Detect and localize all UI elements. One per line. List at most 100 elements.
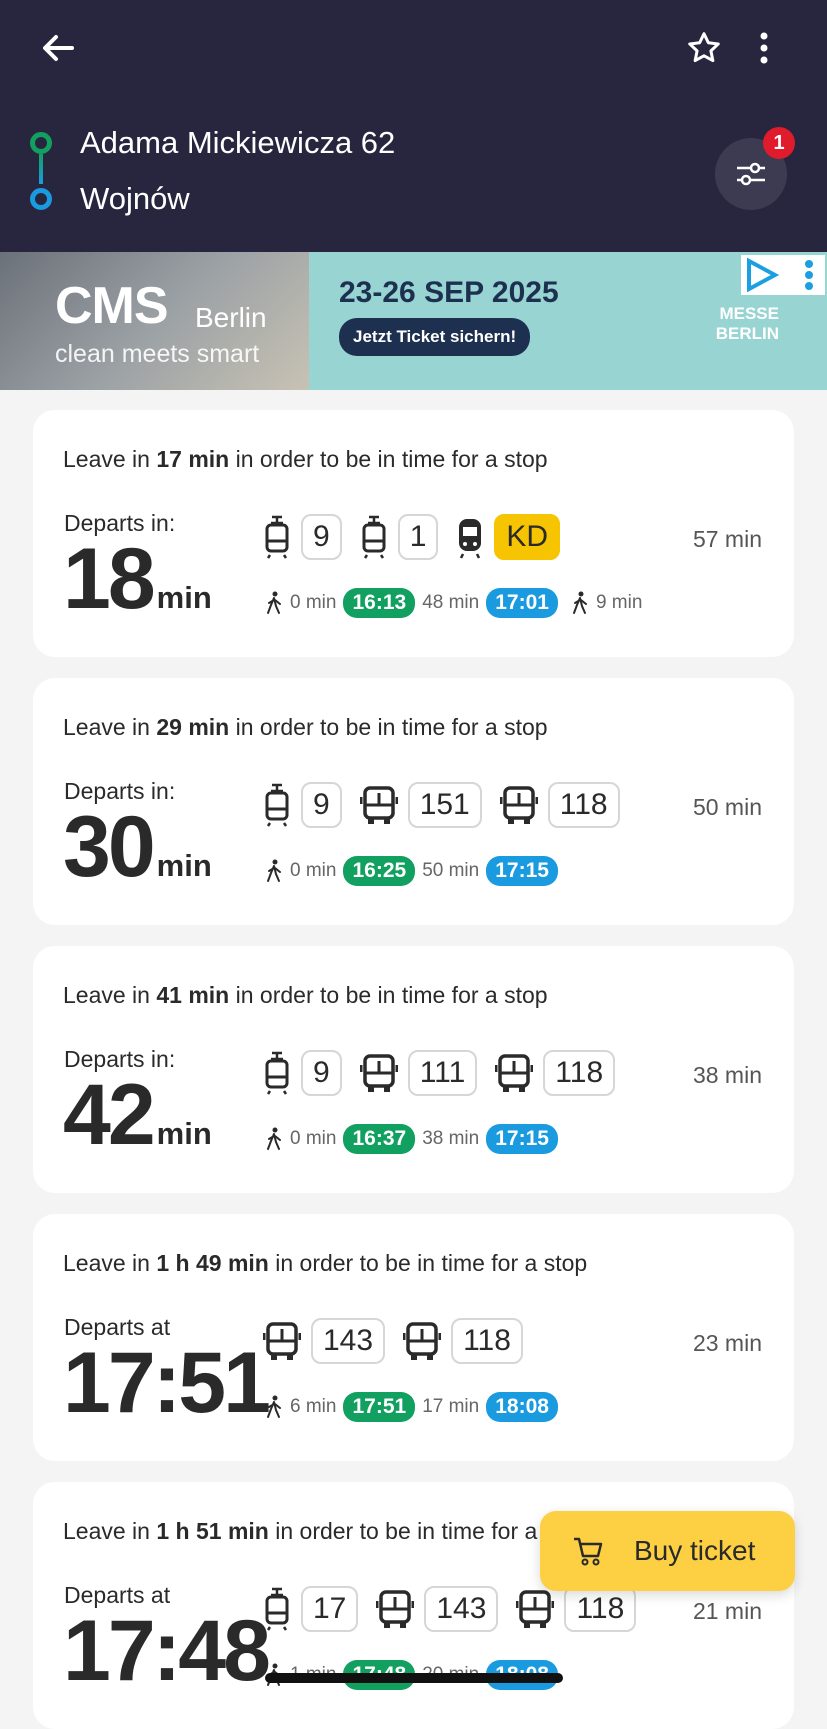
- ride-duration: 38 min: [422, 1128, 480, 1149]
- walk-end: 9 min: [595, 592, 643, 613]
- line-badge: 1: [397, 514, 439, 560]
- leave-suffix: in order to be in time for a stop: [235, 982, 548, 1008]
- route-line: [39, 154, 43, 184]
- line-badge: 118: [543, 1050, 616, 1096]
- departs-label: Departs in:: [64, 778, 176, 804]
- leave-suffix: in order to be in time for a stop: [235, 714, 548, 740]
- train-icon: [456, 515, 484, 559]
- line-badge: 118: [547, 782, 620, 828]
- depart-time: 16:37: [343, 1124, 416, 1154]
- leave-value: 1 h 49 min: [156, 1250, 269, 1276]
- connection-card[interactable]: Leave in 41 min in order to be in time f…: [33, 946, 794, 1193]
- tram-icon: [360, 515, 388, 559]
- buy-ticket-label: Buy ticket: [634, 1535, 756, 1566]
- origin-dot-icon: [30, 132, 52, 154]
- walk-icon: [265, 1395, 283, 1419]
- arrive-time: 17:15: [486, 856, 558, 886]
- ad-dates: 23-26 SEP 2025: [339, 276, 559, 309]
- leave-value: 29 min: [156, 714, 230, 740]
- walk-icon: [265, 591, 283, 615]
- bus-icon: [263, 1321, 301, 1361]
- departs-label: Departs in:: [64, 1046, 176, 1072]
- ad-sponsor: MESSE BERLIN: [715, 304, 779, 343]
- departs-unit: min: [156, 580, 212, 615]
- walk-start: 6 min: [290, 1396, 337, 1417]
- walk-icon: [265, 1127, 283, 1151]
- leave-prefix: Leave in: [63, 982, 150, 1008]
- ride-duration: 50 min: [422, 860, 480, 881]
- ad-choices[interactable]: [741, 255, 825, 295]
- tram-icon: [263, 783, 291, 827]
- depart-time: 16:13: [343, 588, 416, 618]
- star-icon[interactable]: [686, 30, 722, 66]
- cart-icon: [574, 1537, 603, 1566]
- departs-label: Departs in:: [64, 510, 176, 536]
- tram-icon: [263, 1051, 291, 1095]
- walk-start: 0 min: [290, 1128, 337, 1149]
- timeline: 0 min 16:13 48 min 17:01 9 min: [265, 588, 642, 618]
- arrive-time: 18:08: [486, 1392, 558, 1422]
- legs: 17 143 118: [263, 1586, 644, 1632]
- bus-icon: [376, 1589, 415, 1629]
- ad-tagline: clean meets smart: [55, 340, 260, 368]
- ad-content: 23-26 SEP 2025 Jetzt Ticket sichern! MES…: [309, 252, 827, 390]
- departs-value: 17:51: [63, 1340, 272, 1426]
- connection-card[interactable]: Leave in 1 h 49 min in order to be in ti…: [33, 1214, 794, 1461]
- destination-dot-icon: [30, 188, 52, 210]
- header: Adama Mickiewicza 62 Wojnów 1: [0, 0, 827, 252]
- filter-count-badge: 1: [763, 127, 795, 159]
- departs-number: 17:48: [63, 1603, 271, 1699]
- depart-time: 17:51: [343, 1392, 416, 1422]
- ad-cta[interactable]: Jetzt Ticket sichern!: [339, 318, 531, 356]
- departs-value: 30 min: [63, 804, 212, 890]
- home-indicator[interactable]: [265, 1673, 563, 1683]
- leave-prefix: Leave in: [63, 714, 150, 740]
- timeline: 0 min 16:25 50 min 17:15: [265, 856, 558, 886]
- tram-icon: [263, 515, 291, 559]
- connection-card[interactable]: Leave in 17 min in order to be in time f…: [33, 410, 794, 657]
- leave-notice: Leave in 1 h 51 min in order to be in ti…: [63, 1518, 587, 1545]
- leave-prefix: Leave in: [63, 1518, 150, 1544]
- back-arrow-icon[interactable]: [38, 28, 78, 68]
- leave-value: 17 min: [156, 446, 230, 472]
- legs: 9 1 KD: [263, 514, 568, 560]
- ride-duration: 17 min: [422, 1396, 480, 1417]
- departs-label: Departs at: [64, 1582, 171, 1608]
- leave-suffix: in order to be in time for a stop: [235, 446, 548, 472]
- adchoices-icon: [747, 257, 813, 293]
- line-badge: KD: [494, 514, 561, 560]
- departs-number: 17:51: [63, 1335, 271, 1431]
- walk-start: 0 min: [290, 592, 337, 613]
- line-badge: 9: [301, 782, 342, 828]
- bus-icon: [495, 1053, 534, 1093]
- departs-number: 30: [63, 799, 156, 895]
- bus-icon: [359, 785, 398, 825]
- departs-number: 42: [63, 1067, 156, 1163]
- leave-prefix: Leave in: [63, 1250, 150, 1276]
- trip-duration: 38 min: [692, 1062, 762, 1088]
- bus-icon: [499, 785, 538, 825]
- leave-suffix: in order to be in time for a stop: [275, 1250, 588, 1276]
- destination-stop[interactable]: Wojnów: [80, 181, 190, 216]
- leave-value: 41 min: [156, 982, 230, 1008]
- ad-brand: CMS: [55, 277, 169, 335]
- departs-number: 18: [63, 531, 156, 627]
- leave-notice: Leave in 29 min in order to be in time f…: [63, 714, 548, 741]
- bus-icon: [359, 1053, 398, 1093]
- leave-notice: Leave in 17 min in order to be in time f…: [63, 446, 548, 473]
- arrive-time: 17:15: [486, 1124, 558, 1154]
- line-badge: 143: [311, 1318, 386, 1364]
- leave-notice: Leave in 41 min in order to be in time f…: [63, 982, 548, 1009]
- line-badge: 118: [451, 1318, 523, 1364]
- connection-card[interactable]: Leave in 29 min in order to be in time f…: [33, 678, 794, 925]
- more-vert-icon[interactable]: [752, 30, 776, 66]
- ad-banner[interactable]: CMS Berlin clean meets smart 23-26 SEP 2…: [0, 252, 827, 390]
- leave-prefix: Leave in: [63, 446, 150, 472]
- legs: 9 111 118: [263, 1050, 623, 1096]
- departs-unit: min: [156, 1116, 212, 1151]
- origin-stop[interactable]: Adama Mickiewicza 62: [80, 125, 396, 160]
- buy-ticket-button[interactable]: Buy ticket: [540, 1511, 795, 1591]
- legs: 143 118: [263, 1318, 531, 1364]
- departs-value: 42 min: [63, 1072, 212, 1158]
- ad-image: CMS Berlin clean meets smart: [0, 252, 309, 390]
